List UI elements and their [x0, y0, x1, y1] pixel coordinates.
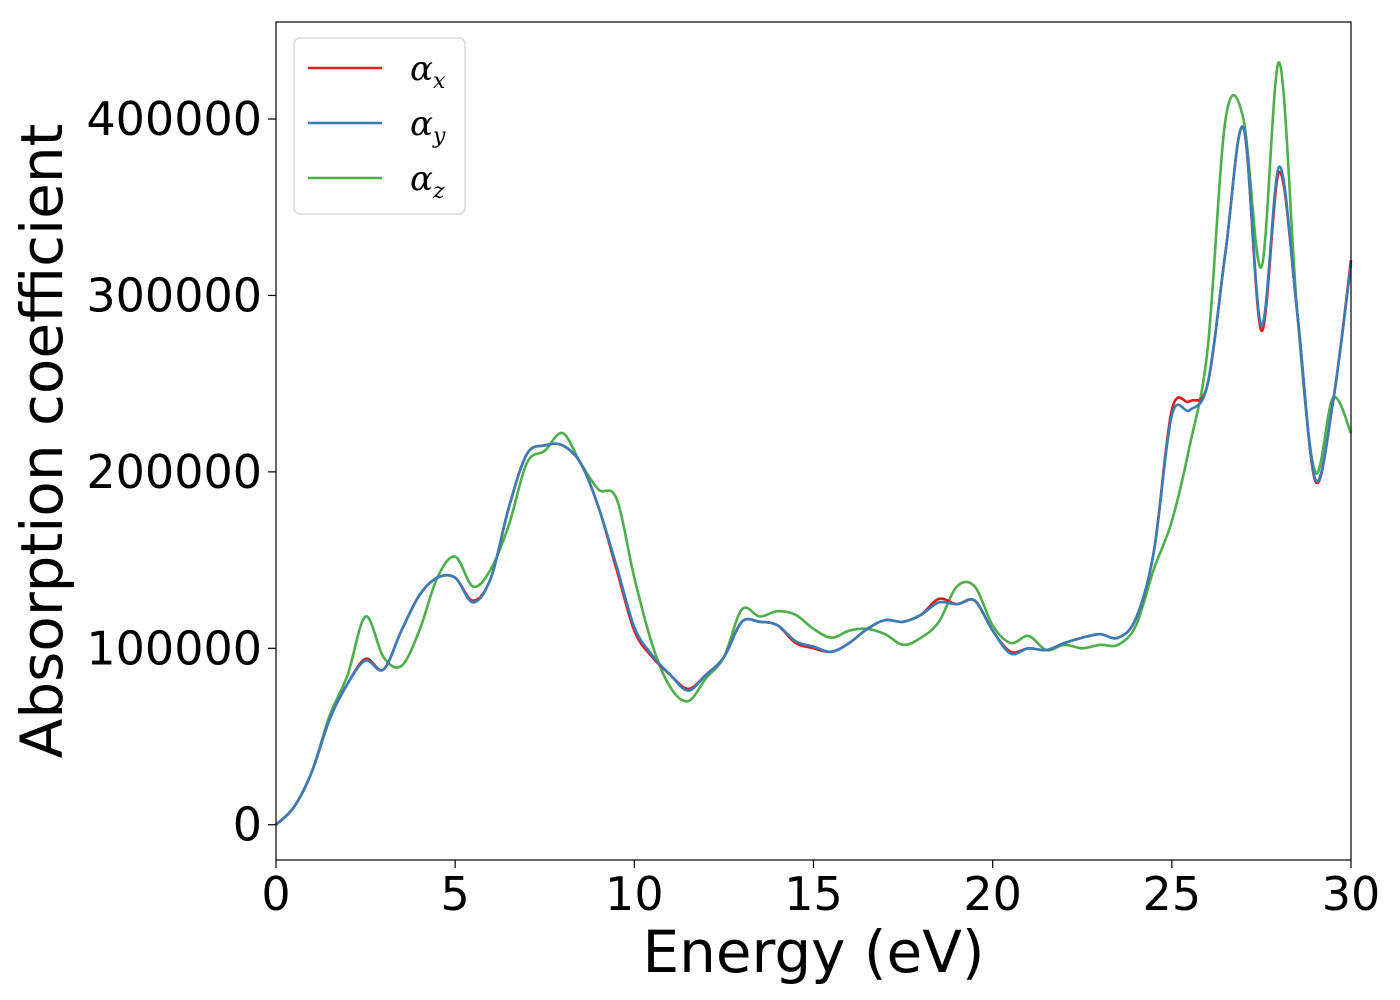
- y-tick-label-2: 200000: [86, 445, 262, 499]
- legend-entry-y: αy: [410, 104, 446, 149]
- y-axis-label: Absorption coefficient: [8, 124, 76, 759]
- y-tick-label-3: 300000: [86, 268, 262, 322]
- legend-entry-x: αx: [410, 49, 446, 94]
- axis-ticks: 0 5 10 15 20 25 30 0 100000 200000 300000 400000: [86, 92, 1380, 921]
- series-line-x: [275, 125, 1353, 826]
- x-tick-label-6: 30: [1322, 867, 1381, 921]
- x-tick-label-1: 5: [441, 867, 470, 921]
- legend-box: [293, 37, 466, 215]
- series-line-y: [275, 125, 1353, 826]
- x-tick-label-0: 0: [261, 867, 290, 921]
- series-line-z: [275, 61, 1353, 826]
- x-axis-label: Energy (eV): [642, 918, 984, 986]
- x-tick-label-3: 15: [784, 867, 843, 921]
- legend-entry-z: αz: [410, 159, 445, 204]
- legend: αx αy αz: [293, 37, 466, 215]
- y-tick-label-4: 400000: [86, 92, 262, 146]
- y-tick-label-0: 0: [233, 798, 262, 852]
- x-tick-label-5: 25: [1143, 867, 1202, 921]
- x-tick-label-2: 10: [605, 867, 664, 921]
- plot-area-frame: [275, 21, 1352, 861]
- series-lines: [275, 61, 1353, 826]
- x-tick-label-4: 20: [963, 867, 1022, 921]
- y-tick-label-1: 100000: [86, 621, 262, 675]
